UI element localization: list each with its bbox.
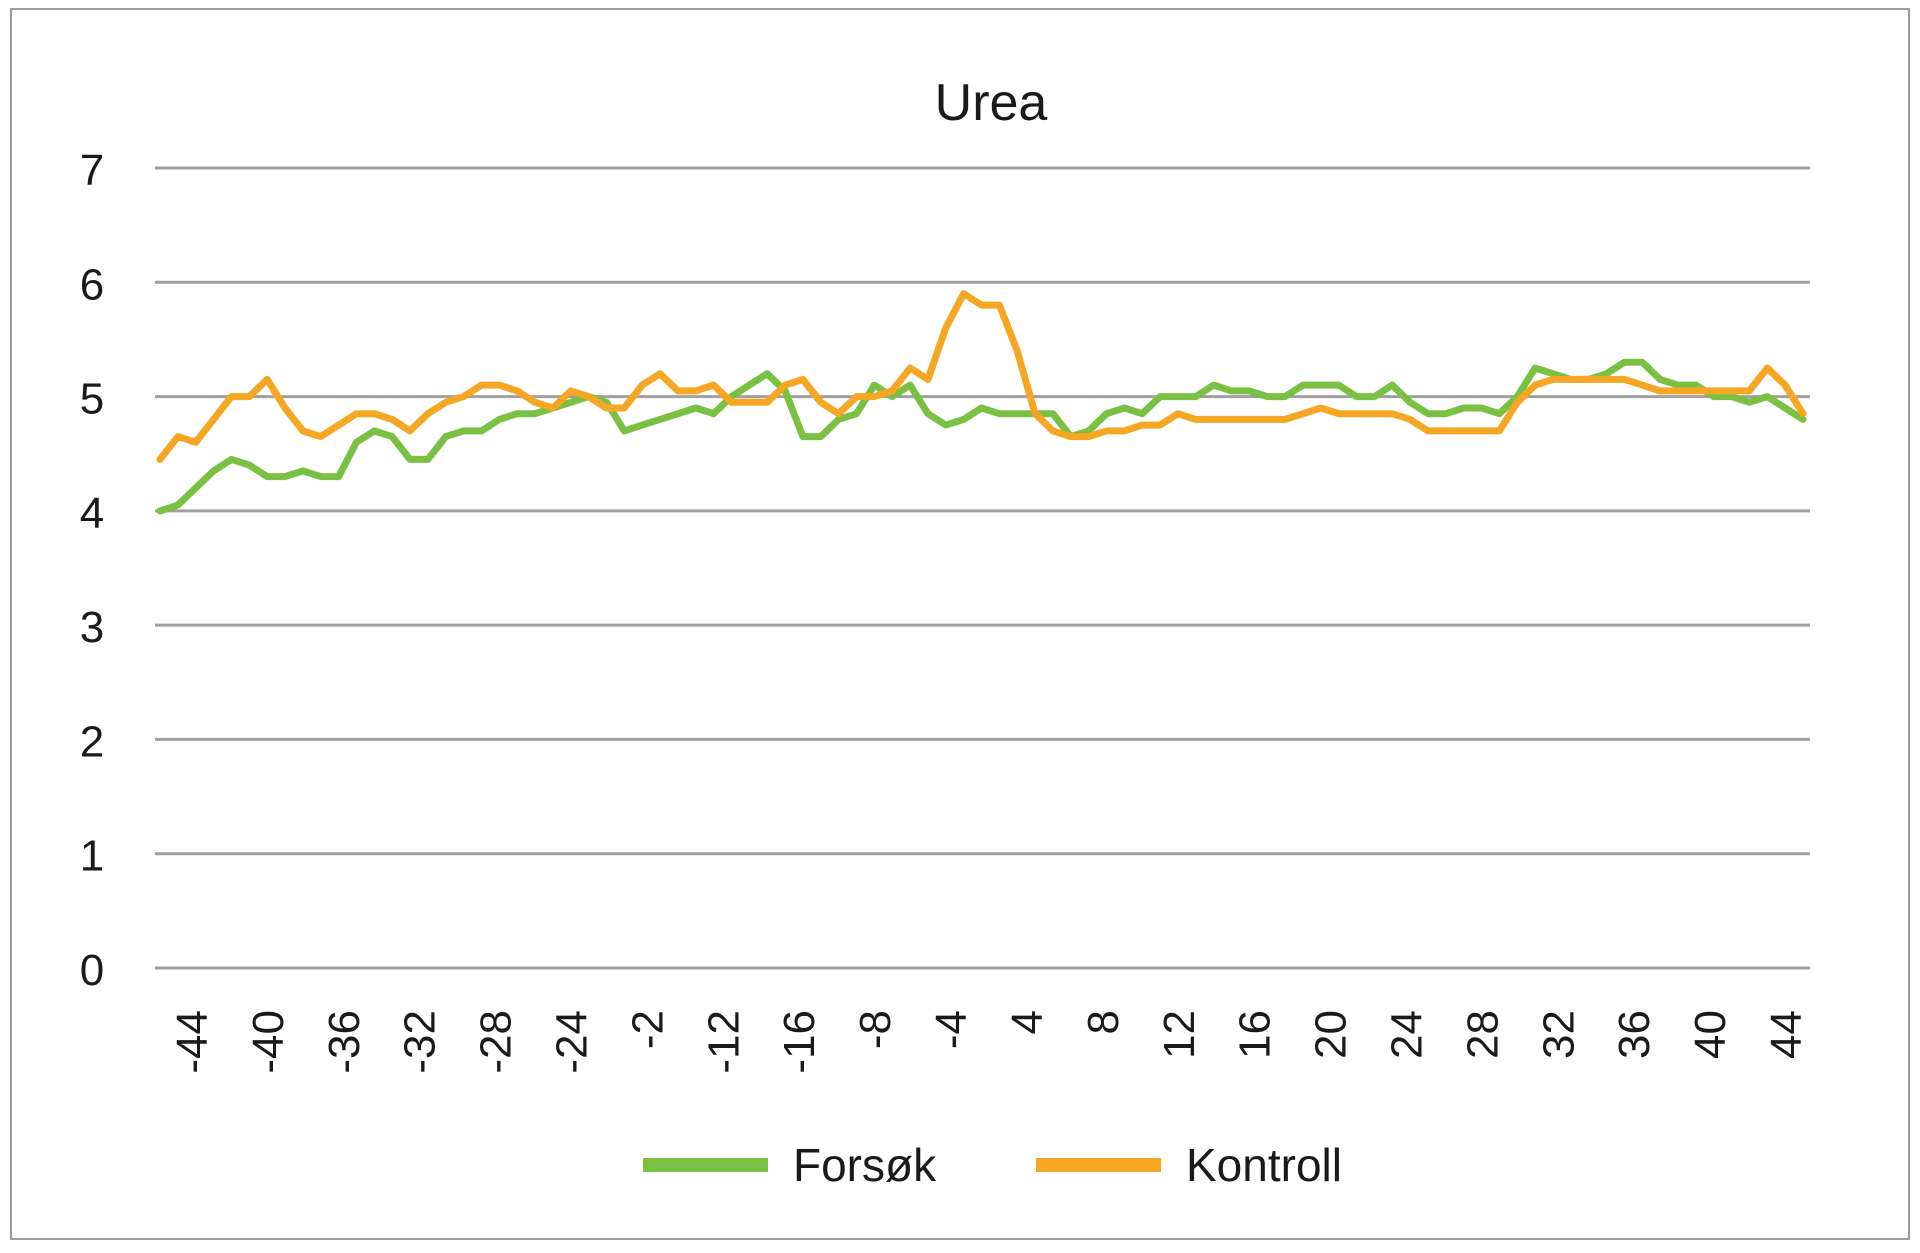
x-tick-label: 40	[1686, 1010, 1735, 1059]
chart-title: Urea	[935, 74, 1048, 132]
y-axis-tick-labels: 0 1 2 3 4 5 6 7	[80, 146, 104, 995]
x-tick-label: -16	[775, 1010, 824, 1074]
y-tick-label: 1	[80, 832, 104, 881]
x-tick-label: -40	[244, 1010, 293, 1074]
legend-label-0: Forsøk	[793, 1139, 937, 1191]
x-tick-label: 44	[1762, 1010, 1811, 1059]
x-tick-label: -2	[623, 1010, 672, 1049]
x-tick-label: 24	[1382, 1010, 1431, 1059]
legend: Forsøk Kontroll	[643, 1139, 1342, 1191]
x-axis-tick-labels: -44 -40 -36 -32 -28 -24 -2 -12 -16 -8 -4 4 8 12 16 20 24…	[168, 1010, 1811, 1074]
x-tick-label: 36	[1610, 1010, 1659, 1059]
legend-label-1: Kontroll	[1186, 1139, 1342, 1191]
x-tick-label: -44	[168, 1010, 217, 1074]
x-tick-label: -8	[851, 1010, 900, 1049]
x-tick-label: 16	[1231, 1010, 1280, 1059]
x-tick-label: -36	[320, 1010, 369, 1074]
x-tick-label: 28	[1458, 1010, 1507, 1059]
y-tick-label: 2	[80, 717, 104, 766]
y-tick-label: 3	[80, 603, 104, 652]
y-tick-label: 6	[80, 260, 104, 309]
y-tick-label: 4	[80, 489, 104, 538]
x-tick-label: 8	[1079, 1010, 1128, 1034]
series-line-0	[156, 358, 1807, 515]
x-tick-label: 12	[1155, 1010, 1204, 1059]
y-tick-label: 7	[80, 146, 104, 195]
x-tick-label: 32	[1534, 1010, 1583, 1059]
y-tick-label: 5	[80, 375, 104, 424]
series-line-1	[156, 290, 1807, 463]
x-tick-label: -32	[396, 1010, 445, 1074]
x-tick-label: -24	[548, 1010, 597, 1074]
x-tick-label: 4	[1003, 1010, 1052, 1034]
x-tick-label: 20	[1307, 1010, 1356, 1059]
x-tick-label: -12	[699, 1010, 748, 1074]
gridlines	[155, 166, 1810, 970]
series-lines	[156, 290, 1807, 515]
x-tick-label: -4	[927, 1010, 976, 1049]
y-tick-label: 0	[80, 946, 104, 995]
x-tick-label: -28	[472, 1010, 521, 1074]
